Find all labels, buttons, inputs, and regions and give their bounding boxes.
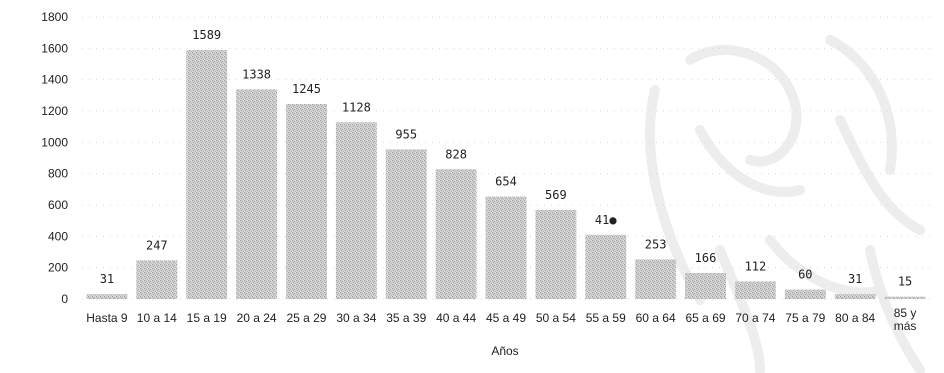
bar	[535, 209, 577, 299]
data-label: 41●	[595, 213, 617, 227]
data-label: 31	[100, 272, 114, 286]
bar	[236, 89, 278, 299]
data-label: 955	[395, 127, 417, 141]
x-tick-label: 80 a 84	[835, 311, 875, 325]
x-tick-label: 30 a 34	[336, 311, 376, 325]
data-label: 112	[745, 259, 767, 273]
bar	[86, 294, 128, 299]
bars	[86, 50, 926, 299]
data-label: 1589	[192, 28, 221, 42]
x-tick-label: 50 a 54	[536, 311, 576, 325]
y-tick-label: 1800	[41, 10, 68, 24]
bar	[884, 296, 926, 299]
data-label: 31	[848, 272, 862, 286]
x-tick-label: 60 a 64	[636, 311, 676, 325]
bar	[485, 196, 527, 299]
data-label: 15	[898, 275, 912, 289]
x-tick-label: 25 a 29	[286, 311, 326, 325]
data-label: 569	[545, 188, 567, 202]
data-label: 1245	[292, 82, 321, 96]
bar	[385, 149, 427, 299]
x-tick-label: Hasta 9	[86, 311, 128, 325]
x-tick-label: 65 a 69	[686, 311, 726, 325]
data-label: 1128	[342, 100, 371, 114]
bar	[734, 281, 776, 299]
bar	[685, 272, 726, 299]
bar	[784, 289, 826, 299]
x-tick-label: 35 a 39	[386, 311, 426, 325]
data-label: 654	[495, 175, 517, 189]
y-tick-label: 200	[48, 261, 68, 275]
y-tick-label: 800	[48, 167, 68, 181]
data-label: 166	[695, 251, 717, 265]
data-label: 247	[146, 238, 168, 252]
y-tick-label: 400	[48, 229, 68, 243]
bar	[136, 260, 178, 299]
bar	[186, 50, 228, 299]
bar	[585, 234, 627, 299]
data-label: 1338	[242, 67, 271, 81]
data-label: 60	[798, 268, 812, 282]
data-label: 828	[445, 147, 467, 161]
y-axis-ticks: 0 200 400 600 800 1000 1200 1400 1600 1800	[41, 10, 68, 306]
x-tick-label: 40 a 44	[436, 311, 476, 325]
y-tick-label: 1400	[41, 73, 68, 87]
x-tick-label: 10 a 14	[137, 311, 177, 325]
bar	[335, 122, 377, 299]
bar	[834, 294, 876, 299]
y-tick-label: 0	[61, 292, 68, 306]
x-tick-label: 85 y más	[894, 306, 917, 333]
x-tick-label: 55 a 59	[586, 311, 626, 325]
x-axis-title: Años	[491, 344, 518, 358]
y-tick-label: 1200	[41, 104, 68, 118]
data-label: 253	[645, 237, 667, 251]
x-tick-label: 45 a 49	[486, 311, 526, 325]
x-tick-label: 15 a 19	[187, 311, 227, 325]
x-tick-label: 75 a 79	[785, 311, 825, 325]
y-tick-label: 600	[48, 198, 68, 212]
x-tick-label: 20 a 24	[237, 311, 277, 325]
bar	[286, 103, 327, 299]
x-axis-ticks: Hasta 9 10 a 14 15 a 19 20 a 24 25 a 29 30 a …	[86, 306, 916, 333]
bar	[435, 169, 477, 299]
x-tick-label: 70 a 74	[735, 311, 775, 325]
y-tick-label: 1000	[41, 135, 68, 149]
data-labels: 31 247 1589 1338 1245 1128 955 828 654 569 41● 253 1…	[100, 28, 913, 289]
bar	[635, 259, 677, 299]
y-tick-label: 1600	[41, 41, 68, 55]
